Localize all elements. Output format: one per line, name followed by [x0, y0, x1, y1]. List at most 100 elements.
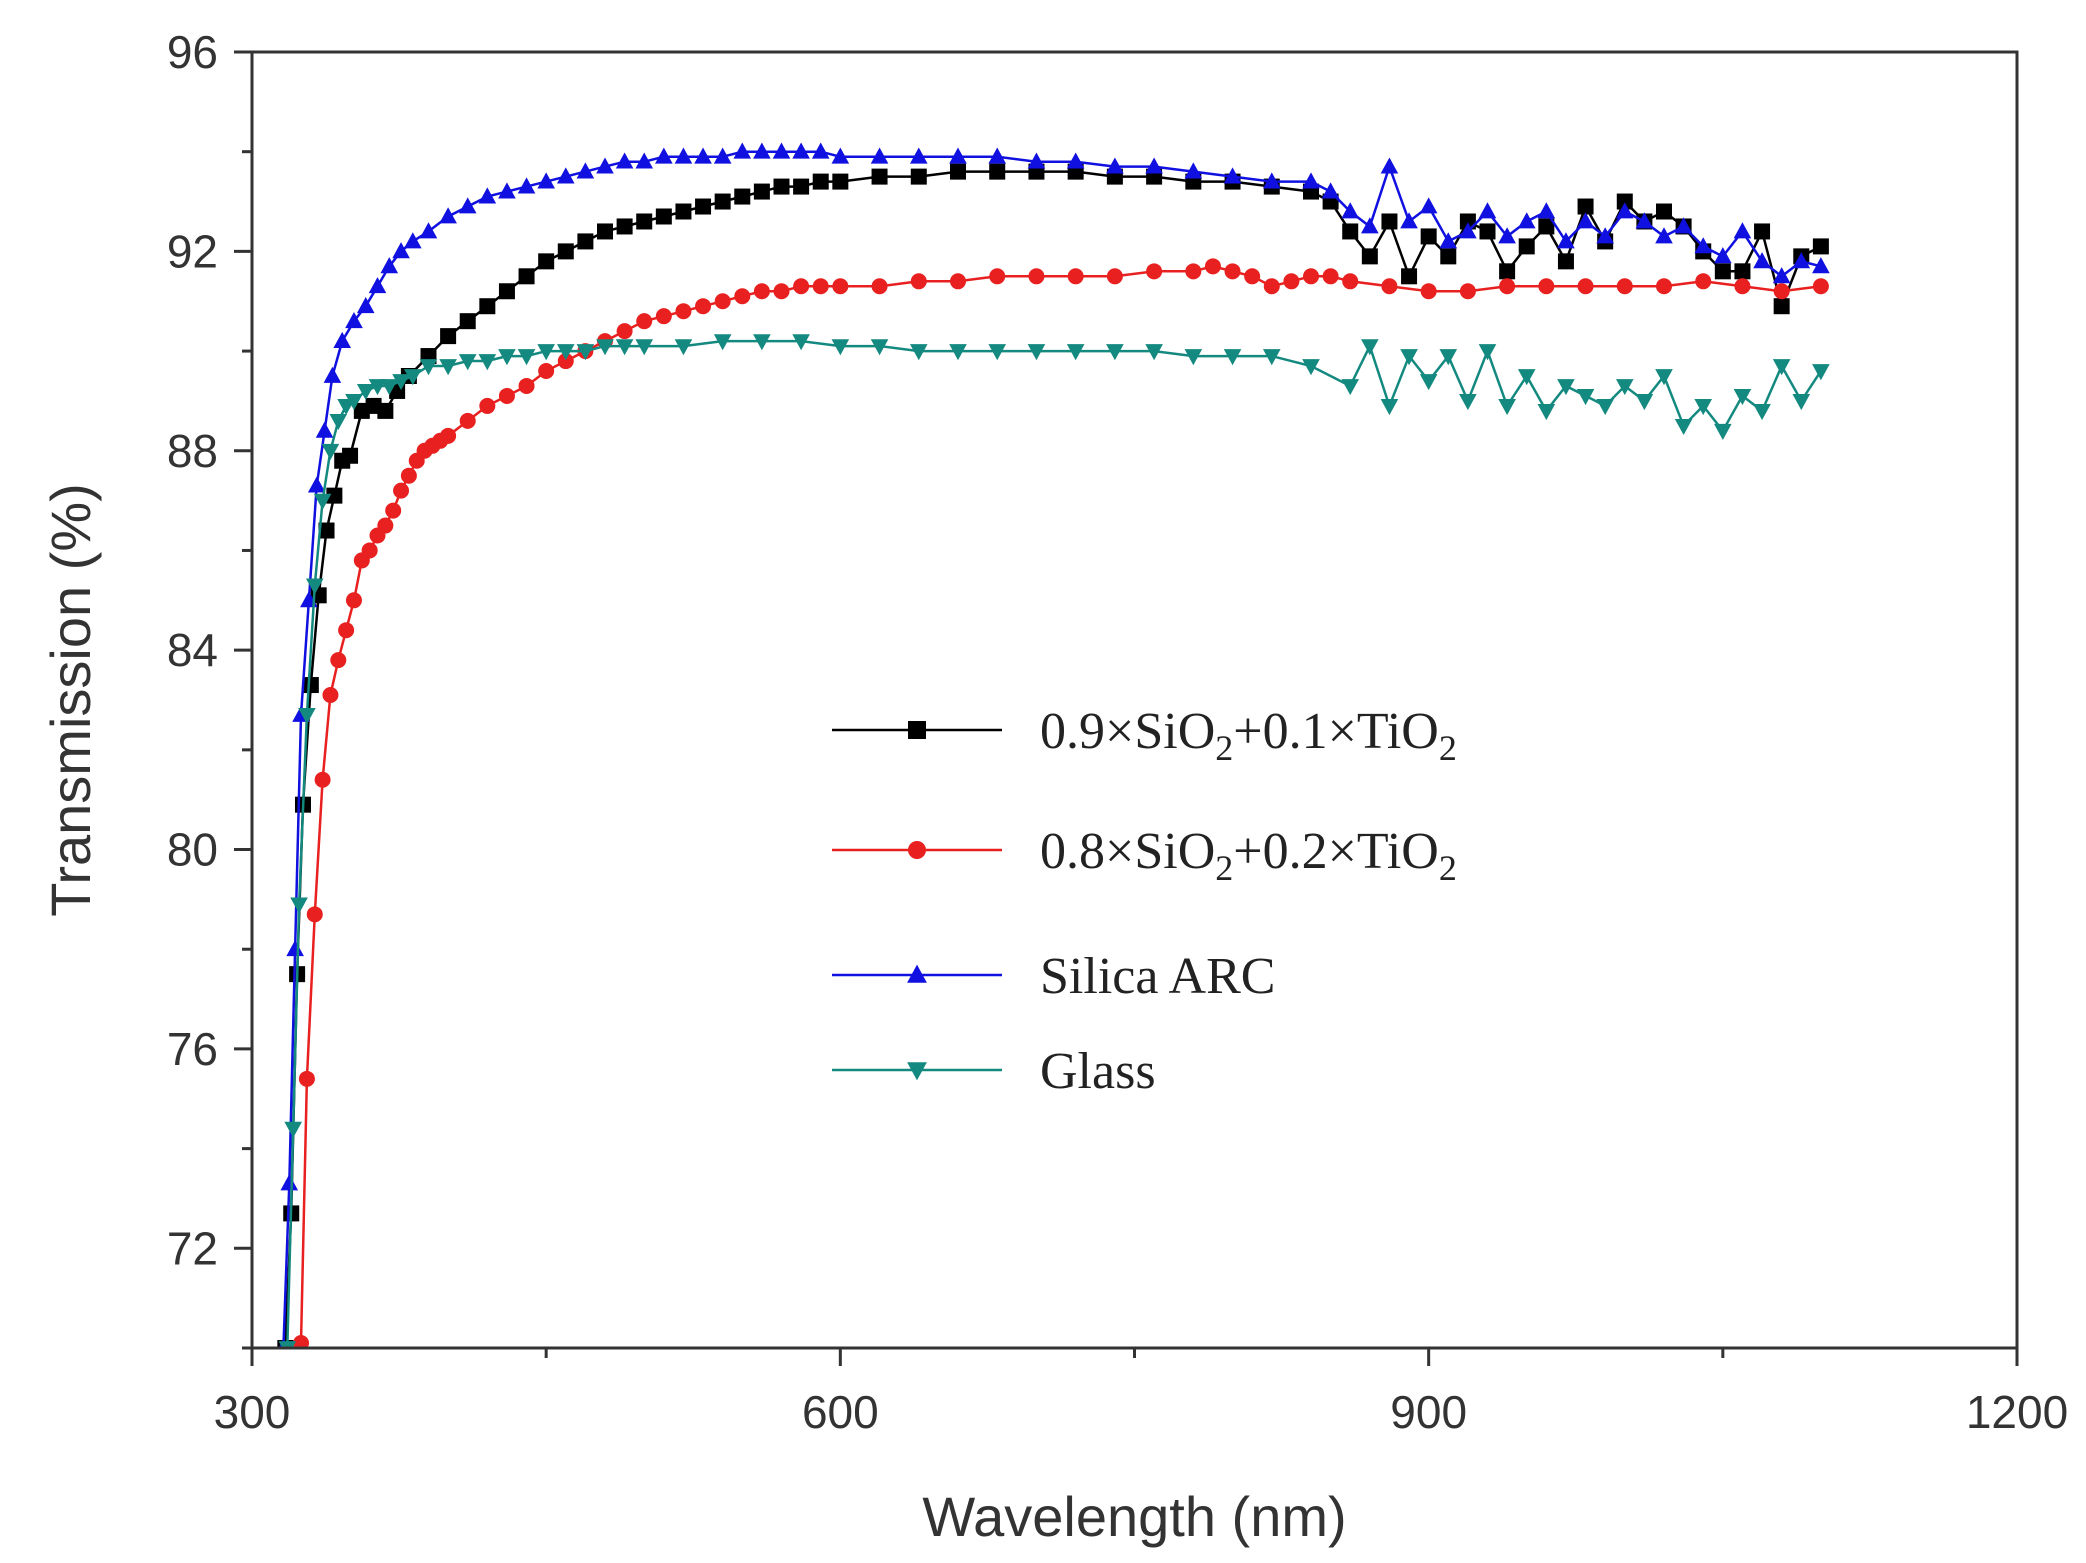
data-point	[773, 283, 790, 300]
data-point	[910, 168, 927, 185]
data-point	[1792, 252, 1811, 269]
data-point	[1812, 257, 1830, 274]
data-point	[1773, 298, 1790, 315]
data-point	[871, 168, 888, 185]
data-point	[635, 339, 654, 356]
data-point	[1733, 222, 1752, 239]
y-tick-label: 80	[167, 824, 218, 876]
legend-marker	[908, 841, 926, 859]
data-point	[419, 359, 438, 376]
data-point	[356, 384, 375, 401]
data-point	[479, 298, 496, 315]
data-point	[1420, 283, 1437, 300]
data-point	[772, 142, 791, 159]
legend-label: 0.8×SiO2+0.2×TiO2	[1040, 823, 1457, 888]
data-point	[392, 242, 410, 259]
data-point	[989, 163, 1006, 180]
data-point	[832, 278, 849, 295]
data-point	[298, 708, 316, 725]
data-point	[537, 344, 555, 361]
data-point	[1381, 278, 1398, 295]
data-point	[1576, 389, 1595, 406]
data-point	[459, 412, 476, 429]
data-point	[1499, 263, 1516, 280]
data-point	[1184, 349, 1203, 366]
data-point	[286, 940, 304, 957]
data-point	[753, 334, 771, 351]
data-point	[1733, 389, 1752, 406]
data-point	[393, 482, 410, 499]
data-point	[1616, 193, 1633, 210]
data-point	[1321, 182, 1340, 199]
data-point	[440, 427, 457, 444]
data-point	[988, 344, 1007, 361]
data-point	[556, 167, 575, 184]
data-point	[792, 334, 810, 351]
data-point	[674, 339, 693, 356]
legend-marker	[907, 1062, 927, 1081]
data-point	[518, 268, 535, 285]
data-point	[871, 278, 888, 295]
data-point	[870, 339, 889, 356]
data-point	[1223, 167, 1242, 184]
data-point	[734, 288, 751, 305]
data-point	[655, 147, 673, 164]
data-point	[753, 183, 770, 200]
data-point	[1772, 359, 1791, 376]
y-tick-label: 72	[167, 1222, 218, 1274]
data-point	[831, 147, 850, 164]
data-point	[1478, 344, 1497, 361]
data-point	[1615, 379, 1634, 396]
data-point	[305, 578, 324, 595]
data-point	[1342, 273, 1359, 290]
legend: 0.9×SiO2+0.1×TiO2 0.8×SiO2+0.2×TiO2 Silica…	[832, 703, 1457, 1100]
data-point	[1067, 268, 1084, 285]
data-point	[1812, 238, 1829, 255]
data-point	[1478, 202, 1497, 219]
data-point	[1753, 252, 1771, 269]
data-point	[538, 253, 555, 270]
data-point	[314, 771, 331, 788]
y-axis-title: Transmission (%)	[39, 483, 102, 917]
data-point	[404, 369, 422, 386]
data-point	[713, 147, 732, 164]
data-point	[1419, 374, 1438, 391]
data-point	[1674, 418, 1693, 436]
data-point	[1400, 349, 1418, 366]
data-point	[329, 413, 348, 431]
data-point	[1303, 268, 1319, 285]
data-point	[278, 1341, 297, 1348]
data-point	[345, 592, 362, 609]
data-point	[323, 366, 342, 383]
legend-label: Silica ARC	[1040, 948, 1275, 1005]
data-point	[597, 223, 613, 240]
x-tick-label: 1200	[1966, 1386, 2068, 1438]
data-point	[313, 493, 332, 510]
legend-label: 0.9×SiO2+0.1×TiO2	[1040, 703, 1457, 768]
data-point	[1106, 344, 1124, 361]
data-point	[1694, 399, 1713, 416]
data-point	[307, 476, 326, 493]
data-point	[1185, 263, 1202, 280]
data-point	[1439, 232, 1458, 249]
data-point	[439, 359, 457, 376]
legend-label: Glass	[1040, 1043, 1156, 1100]
data-point	[655, 308, 672, 325]
data-point	[306, 906, 323, 923]
data-point	[333, 331, 352, 349]
y-tick-label: 84	[167, 624, 218, 676]
data-point	[1419, 197, 1438, 214]
data-point	[636, 213, 653, 230]
data-point	[1812, 364, 1830, 381]
data-point	[811, 142, 830, 159]
series-layer	[277, 142, 1830, 1348]
data-point	[950, 163, 966, 180]
data-point	[1615, 202, 1634, 219]
data-point	[356, 297, 375, 314]
data-point	[368, 277, 387, 294]
data-point	[1302, 172, 1320, 189]
data-point	[695, 298, 712, 315]
data-point	[675, 203, 692, 220]
